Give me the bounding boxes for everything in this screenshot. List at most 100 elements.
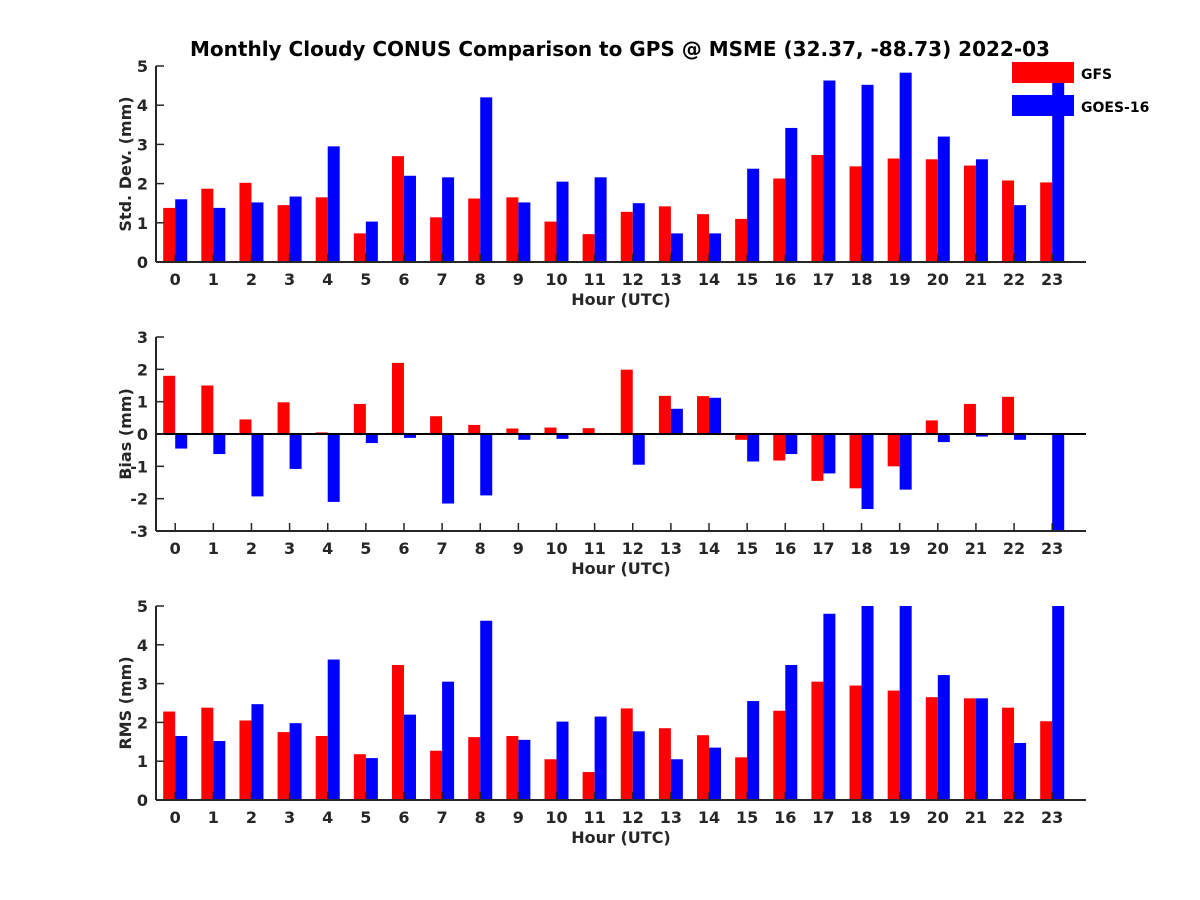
bias-bar-gfs-1 bbox=[201, 385, 214, 434]
bias-x-tick-label: 16 bbox=[774, 539, 796, 558]
stddev-bar-goes16-22 bbox=[1014, 205, 1027, 262]
stddev-x-tick-label: 23 bbox=[1041, 270, 1063, 289]
rms-x-tick-label: 14 bbox=[698, 808, 720, 827]
rms-bar-goes16-1 bbox=[213, 741, 226, 800]
rms-x-tick-label: 13 bbox=[660, 808, 682, 827]
stddev-y-axis-title: Std. Dev. (mm) bbox=[116, 96, 135, 231]
bias-bar-gfs-18 bbox=[849, 434, 862, 489]
bias-bar-gfs-2 bbox=[239, 419, 252, 434]
stddev-bar-gfs-1 bbox=[201, 188, 214, 262]
stddev-bar-gfs-23 bbox=[1040, 182, 1053, 262]
stddev-x-tick-label: 12 bbox=[622, 270, 644, 289]
rms-bar-goes16-23 bbox=[1052, 606, 1065, 800]
bias-bar-goes16-6 bbox=[403, 434, 416, 438]
bias-bar-gfs-8 bbox=[468, 424, 481, 434]
rms-bar-goes16-7 bbox=[442, 681, 455, 800]
rms-x-tick-label: 15 bbox=[736, 808, 758, 827]
rms-x-tick-label: 7 bbox=[437, 808, 448, 827]
rms-bar-goes16-0 bbox=[175, 735, 188, 800]
rms-bar-gfs-12 bbox=[620, 708, 633, 800]
legend: GFS GOES-16 bbox=[1012, 62, 1149, 116]
stddev-bar-goes16-3 bbox=[289, 196, 302, 262]
rms-bar-gfs-22 bbox=[1002, 707, 1015, 800]
rms-bar-goes16-20 bbox=[937, 675, 950, 800]
bias-x-tick-label: 23 bbox=[1041, 539, 1063, 558]
bias-x-tick-label: 21 bbox=[965, 539, 987, 558]
stddev-x-tick-label: 0 bbox=[170, 270, 181, 289]
bias-y-axis-title: Bias (mm) bbox=[116, 388, 135, 480]
bias-bar-goes16-7 bbox=[442, 434, 455, 504]
stddev-bar-gfs-16 bbox=[773, 178, 786, 262]
bias-x-tick-label: 7 bbox=[437, 539, 448, 558]
bias-x-tick-label: 17 bbox=[812, 539, 834, 558]
bias-x-tick-label: 12 bbox=[622, 539, 644, 558]
legend-swatch-gfs bbox=[1012, 62, 1074, 83]
stddev-bar-gfs-10 bbox=[544, 221, 557, 262]
rms-bar-goes16-10 bbox=[556, 721, 569, 800]
stddev-bar-gfs-5 bbox=[353, 233, 366, 262]
rms-bar-goes16-3 bbox=[289, 723, 302, 800]
stddev-bar-gfs-18 bbox=[849, 166, 862, 262]
rms-bar-goes16-8 bbox=[480, 620, 493, 800]
rms-bar-goes16-11 bbox=[594, 716, 607, 800]
stddev-bar-gfs-12 bbox=[620, 211, 633, 262]
bias-x-tick-label: 0 bbox=[170, 539, 181, 558]
bias-bar-goes16-3 bbox=[289, 434, 302, 469]
stddev-bar-goes16-19 bbox=[899, 72, 912, 262]
bias-x-tick-label: 14 bbox=[698, 539, 720, 558]
rms-y-tick-label: 1 bbox=[137, 752, 148, 771]
stddev-bar-goes16-16 bbox=[785, 127, 798, 262]
legend-label-goes16: GOES-16 bbox=[1081, 100, 1149, 116]
bias-bar-goes16-17 bbox=[823, 434, 836, 474]
rms-x-tick-label: 11 bbox=[583, 808, 605, 827]
stddev-bar-goes16-10 bbox=[556, 181, 569, 262]
bias-bar-gfs-14 bbox=[697, 396, 710, 434]
bias-x-tick-label: 5 bbox=[360, 539, 371, 558]
rms-bar-goes16-12 bbox=[632, 731, 645, 800]
rms-x-tick-label: 20 bbox=[927, 808, 949, 827]
stddev-x-tick-label: 19 bbox=[889, 270, 911, 289]
bias-bar-goes16-21 bbox=[975, 434, 988, 437]
stddev-x-tick-label: 17 bbox=[812, 270, 834, 289]
rms-bar-gfs-20 bbox=[925, 697, 938, 800]
stddev-bar-gfs-15 bbox=[735, 218, 748, 262]
legend-swatch-goes16 bbox=[1012, 95, 1074, 116]
bias-y-tick-label: 3 bbox=[137, 328, 148, 347]
stddev-y-tick-label: 2 bbox=[137, 175, 148, 194]
bias-x-axis-title: Hour (UTC) bbox=[571, 559, 671, 578]
bias-bar-goes16-10 bbox=[556, 434, 569, 439]
rms-bar-gfs-19 bbox=[887, 690, 900, 800]
stddev-bar-goes16-1 bbox=[213, 207, 226, 262]
rms-bar-gfs-23 bbox=[1040, 721, 1053, 800]
rms-x-tick-label: 16 bbox=[774, 808, 796, 827]
bias-bar-goes16-16 bbox=[785, 434, 798, 455]
stddev-bar-gfs-8 bbox=[468, 198, 481, 262]
rms-bar-gfs-9 bbox=[506, 735, 519, 800]
rms-bar-goes16-9 bbox=[518, 739, 531, 800]
stddev-bar-goes16-8 bbox=[480, 97, 493, 262]
bias-bar-gfs-10 bbox=[544, 427, 557, 434]
rms-x-tick-label: 0 bbox=[170, 808, 181, 827]
rms-y-tick-label: 0 bbox=[137, 791, 148, 810]
stddev-x-tick-label: 4 bbox=[322, 270, 333, 289]
bias-x-tick-label: 22 bbox=[1003, 539, 1025, 558]
bias-bar-gfs-3 bbox=[277, 402, 290, 434]
stddev-bar-gfs-3 bbox=[277, 205, 290, 262]
bias-y-tick-label: 0 bbox=[137, 425, 148, 444]
stddev-x-tick-label: 16 bbox=[774, 270, 796, 289]
stddev-bar-goes16-23 bbox=[1052, 69, 1065, 262]
bias-bar-goes16-18 bbox=[861, 434, 874, 510]
stddev-bar-goes16-2 bbox=[251, 202, 264, 262]
rms-y-tick-label: 3 bbox=[137, 675, 148, 694]
stddev-bar-goes16-15 bbox=[747, 168, 760, 262]
rms-bar-gfs-13 bbox=[658, 728, 671, 800]
rms-bar-gfs-0 bbox=[163, 711, 176, 800]
stddev-x-tick-label: 21 bbox=[965, 270, 987, 289]
stddev-x-tick-label: 10 bbox=[545, 270, 567, 289]
stddev-bar-gfs-19 bbox=[887, 158, 900, 262]
rms-bar-goes16-18 bbox=[861, 606, 874, 800]
bias-bar-goes16-13 bbox=[670, 408, 683, 434]
rms-x-tick-label: 12 bbox=[622, 808, 644, 827]
